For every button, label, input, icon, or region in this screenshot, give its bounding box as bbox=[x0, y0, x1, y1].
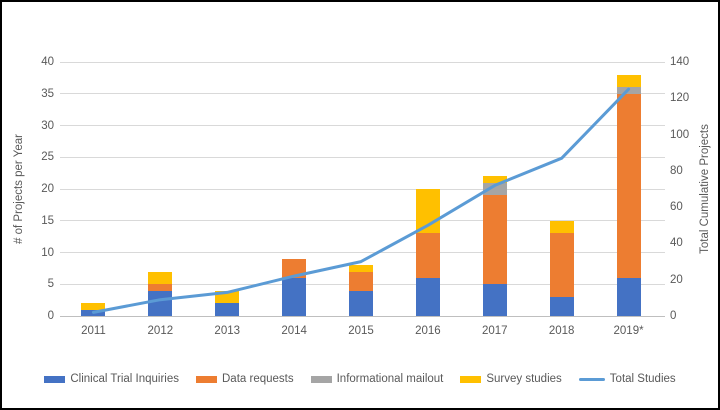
bar-segment bbox=[215, 290, 240, 304]
legend: Clinical Trial Inquiries Data requests Inf… bbox=[2, 365, 718, 393]
gridline bbox=[60, 93, 665, 95]
bar-segment bbox=[349, 290, 373, 316]
legend-color-swatch-icon bbox=[460, 375, 482, 383]
bar-segment bbox=[616, 74, 641, 88]
legend-color-swatch-icon bbox=[196, 375, 217, 383]
right-axis-tick-label: 100 bbox=[670, 128, 690, 141]
bar-segment bbox=[415, 277, 440, 316]
legend-item-label: Total Studies bbox=[609, 373, 676, 385]
left-axis-tick-label: 5 bbox=[47, 278, 54, 291]
right-axis-tick-label: 0 bbox=[670, 310, 677, 322]
x-axis-tick-label: 2019* bbox=[613, 325, 644, 337]
bar-segment bbox=[349, 265, 373, 272]
x-axis-line bbox=[60, 315, 665, 317]
bar-segment bbox=[81, 303, 106, 310]
right-axis-title: Total Cumulative Projects bbox=[699, 124, 711, 254]
right-axis-tick-label: 60 bbox=[670, 201, 683, 214]
gridline bbox=[60, 125, 665, 126]
gridline bbox=[60, 61, 665, 63]
legend-color-swatch-icon bbox=[310, 375, 332, 383]
x-axis-tick-label: 2016 bbox=[415, 325, 441, 337]
right-axis-tick-label: 120 bbox=[670, 92, 690, 105]
x-axis-tick-label: 2014 bbox=[281, 325, 307, 337]
left-axis-tick-label: 40 bbox=[41, 56, 54, 68]
bar-segment bbox=[81, 309, 106, 316]
left-axis-tick-label: 15 bbox=[41, 214, 54, 227]
bar-segment bbox=[549, 233, 574, 297]
gridline bbox=[60, 252, 665, 253]
right-axis-tick-label: 40 bbox=[670, 237, 683, 250]
legend-item: Survey studies bbox=[460, 373, 562, 385]
bar-segment bbox=[616, 87, 641, 94]
gridline bbox=[60, 188, 665, 190]
bar-segment bbox=[148, 284, 173, 291]
bar-segment bbox=[148, 290, 173, 316]
left-axis-title: # of Projects per Year bbox=[13, 134, 25, 244]
legend-item: Informational mailout bbox=[310, 373, 444, 385]
left-axis-tick-label: 0 bbox=[47, 310, 54, 322]
left-axis-tick-label: 10 bbox=[41, 246, 54, 259]
legend-color-swatch-icon bbox=[44, 375, 66, 383]
right-axis-tick-label: 80 bbox=[670, 164, 683, 177]
right-axis-tick-label: 140 bbox=[670, 56, 690, 68]
legend-item: Clinical Trial Inquiries bbox=[44, 373, 179, 385]
bar-segment bbox=[549, 220, 574, 234]
gridline bbox=[60, 156, 665, 158]
legend-item-label: Survey studies bbox=[486, 373, 562, 385]
bar-segment bbox=[482, 176, 507, 183]
bar-segment bbox=[415, 233, 440, 278]
x-axis-tick-label: 2018 bbox=[548, 325, 575, 337]
legend-item-label: Clinical Trial Inquiries bbox=[70, 373, 179, 385]
bar-segment bbox=[282, 277, 307, 316]
x-axis-tick-label: 2015 bbox=[348, 325, 374, 337]
legend-line-swatch-icon bbox=[578, 377, 605, 381]
legend-item-label: Informational mailout bbox=[336, 373, 444, 385]
left-axis-tick-label: 25 bbox=[41, 151, 54, 164]
bar-segment bbox=[482, 195, 507, 285]
legend-item: Data requests bbox=[196, 373, 294, 385]
bar-segment bbox=[282, 258, 307, 278]
legend-item-label: Data requests bbox=[222, 373, 294, 385]
left-axis-tick-label: 20 bbox=[41, 183, 54, 195]
bar-segment bbox=[349, 271, 373, 291]
left-axis-tick-label: 30 bbox=[41, 119, 54, 132]
bar-segment bbox=[482, 284, 507, 316]
x-axis-tick-label: 2017 bbox=[481, 325, 508, 337]
bar-segment bbox=[616, 277, 641, 316]
bar-segment bbox=[482, 182, 507, 196]
legend-item: Total Studies bbox=[578, 373, 676, 385]
left-axis-tick-label: 35 bbox=[41, 87, 54, 100]
bar-segment bbox=[215, 303, 240, 316]
bar-segment bbox=[616, 93, 641, 278]
bar-segment bbox=[415, 189, 440, 234]
x-axis-tick-label: 2013 bbox=[214, 325, 241, 337]
gridline bbox=[60, 220, 665, 222]
x-axis-tick-label: 2012 bbox=[147, 325, 174, 337]
bar-segment bbox=[549, 296, 574, 316]
right-axis-tick-label: 20 bbox=[670, 273, 683, 286]
bar-segment bbox=[148, 271, 173, 285]
x-axis-tick-label: 2011 bbox=[81, 325, 106, 337]
